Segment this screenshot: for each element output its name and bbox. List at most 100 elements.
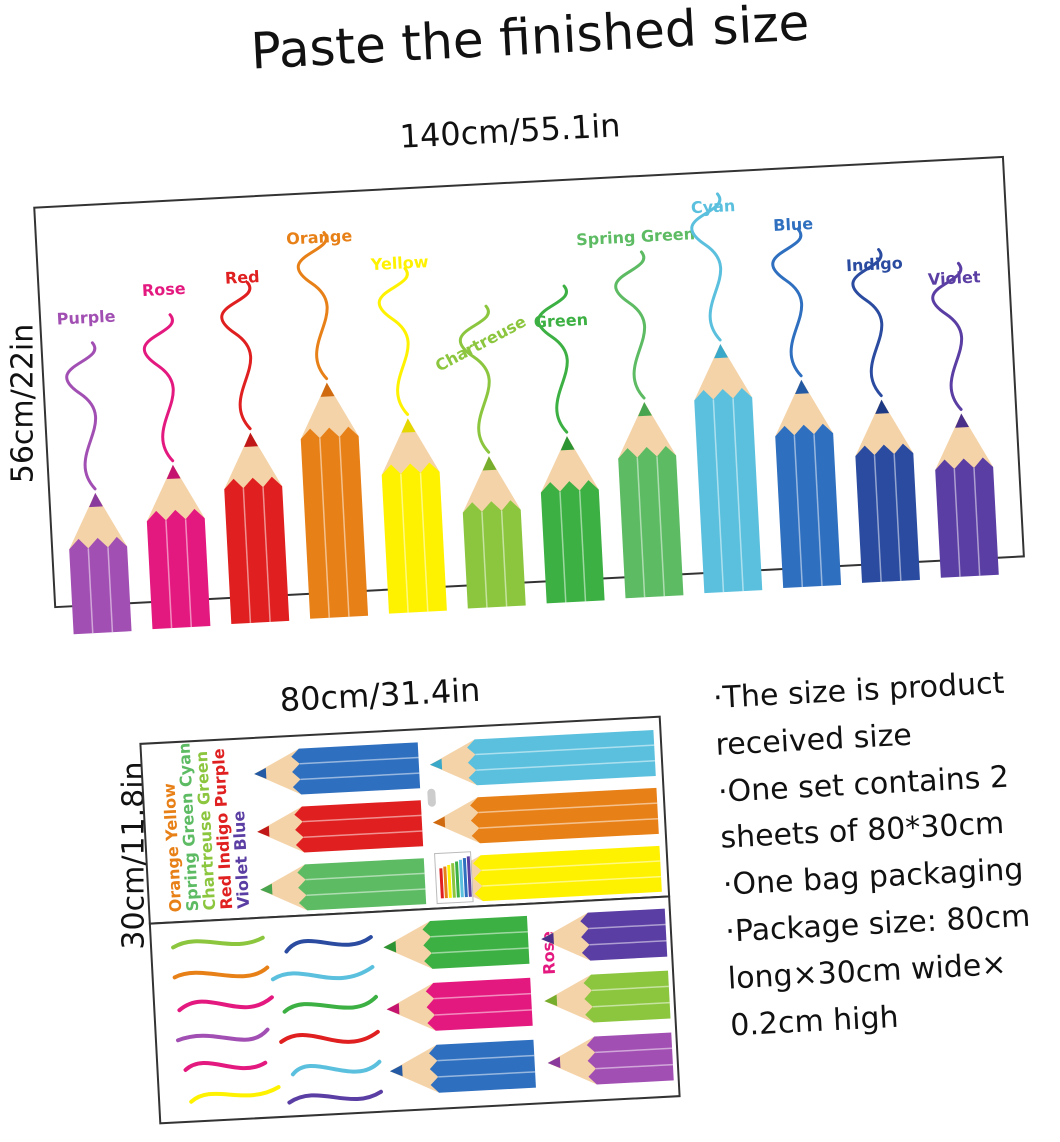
pencil-stripe bbox=[338, 437, 350, 617]
pencil-wood bbox=[146, 464, 205, 522]
pencil-stripe bbox=[107, 547, 114, 633]
pencil-stripe bbox=[481, 511, 488, 608]
pencil-squiggle bbox=[377, 266, 410, 416]
pencil bbox=[65, 341, 132, 635]
squiggle-stroke bbox=[290, 1059, 382, 1077]
pencil-stripe bbox=[478, 802, 658, 814]
pencil-stripe bbox=[419, 472, 429, 612]
pencil-stripe bbox=[431, 947, 529, 954]
pencil-squiggle bbox=[536, 284, 569, 434]
pencil-body bbox=[473, 845, 662, 902]
pencil-wood bbox=[541, 912, 591, 961]
pencil-stripe bbox=[262, 487, 271, 622]
pencil-tip bbox=[714, 343, 729, 359]
pencil bbox=[458, 304, 526, 609]
pencil-stripe bbox=[319, 438, 331, 618]
pencil-stripe bbox=[636, 457, 646, 598]
pencil-body bbox=[224, 476, 290, 624]
pencil-stripe bbox=[793, 435, 804, 588]
pencil-stripe bbox=[893, 454, 902, 581]
pencil-stripe bbox=[592, 1001, 670, 1008]
pencil-wood bbox=[429, 739, 478, 786]
pencil-wood bbox=[381, 418, 440, 475]
pencil-squiggle bbox=[458, 304, 491, 454]
pencil-body bbox=[422, 915, 530, 969]
pencil-tip bbox=[260, 883, 273, 895]
pencil-wood bbox=[386, 982, 436, 1031]
pencil-wood bbox=[462, 456, 521, 513]
pencil bbox=[536, 284, 605, 604]
pencil-wood bbox=[694, 343, 753, 401]
pencil-squiggle bbox=[296, 231, 329, 381]
pencil-tip bbox=[429, 758, 443, 770]
pencil bbox=[690, 192, 763, 594]
pencil-body bbox=[291, 742, 421, 795]
squiggle-stroke bbox=[183, 1060, 268, 1072]
pencil-color-label: Blue bbox=[773, 214, 814, 235]
squiggle-stroke bbox=[287, 1089, 383, 1105]
pencil-color-label: Yellow bbox=[369, 252, 429, 274]
pencil bbox=[614, 250, 684, 599]
pencil-tip bbox=[547, 1056, 561, 1069]
pencil-stripe bbox=[300, 772, 420, 781]
pencil-color-label: Indigo bbox=[846, 253, 904, 275]
pencil-wood bbox=[855, 399, 914, 457]
pencil-wood bbox=[69, 492, 128, 550]
mini-preview-bar bbox=[462, 857, 468, 898]
pencil-body bbox=[425, 977, 533, 1031]
pencil-stripe bbox=[299, 756, 419, 765]
pencil bbox=[429, 730, 656, 786]
pencil bbox=[931, 261, 999, 578]
pencil-body bbox=[935, 457, 999, 578]
pencil-wood bbox=[257, 806, 305, 853]
pencil-stripe bbox=[438, 1071, 536, 1078]
pencil-wood bbox=[547, 1036, 597, 1085]
pencil-body bbox=[694, 387, 763, 594]
pencil-tip bbox=[257, 825, 270, 837]
pencil-wood bbox=[300, 382, 359, 440]
pencil-body bbox=[540, 480, 605, 604]
pencil-wood bbox=[432, 797, 481, 844]
pencil-tip bbox=[389, 1064, 403, 1077]
pencil-color-label: Purple bbox=[56, 307, 116, 329]
pencil bbox=[771, 228, 842, 589]
pencil-body bbox=[583, 970, 671, 1023]
pencil-stripe bbox=[595, 1047, 673, 1054]
mini-preview-bar bbox=[455, 861, 460, 898]
pencil-stripe bbox=[434, 1009, 532, 1016]
pencil-wood bbox=[383, 920, 433, 969]
pencil bbox=[220, 281, 290, 624]
pencil-wood bbox=[618, 402, 677, 459]
pencil-body bbox=[855, 443, 920, 583]
pencil-stripe bbox=[437, 1054, 535, 1062]
pencil-stripe bbox=[479, 817, 659, 829]
pencil-body bbox=[146, 508, 211, 630]
pencil-tip bbox=[166, 464, 181, 480]
pencil-tip bbox=[482, 456, 497, 471]
pencil-stripe bbox=[595, 1063, 673, 1070]
squiggle-stroke bbox=[171, 935, 265, 950]
mini-preview-bar bbox=[439, 868, 444, 899]
pencil bbox=[544, 970, 671, 1023]
squiggle-stroke bbox=[177, 995, 274, 1013]
pencil-stripe bbox=[656, 456, 666, 597]
pencil-stripe bbox=[482, 875, 662, 887]
pencil-tip bbox=[955, 413, 969, 428]
pencil-stripe bbox=[591, 985, 669, 992]
mini-preview-bar bbox=[447, 864, 452, 898]
pencil bbox=[383, 915, 530, 969]
pencil bbox=[260, 858, 427, 911]
pencil-stripe bbox=[184, 519, 193, 628]
pencil-stripe bbox=[481, 860, 661, 872]
mini-preview-bar bbox=[451, 863, 456, 898]
pencil-squiggle bbox=[142, 313, 175, 463]
pencil-body bbox=[470, 787, 659, 844]
pencil-body bbox=[294, 800, 424, 853]
bottom-pencil-group bbox=[254, 730, 674, 1093]
pencil-wood bbox=[260, 864, 308, 911]
squiggle-stroke bbox=[175, 1027, 270, 1043]
pencil bbox=[296, 231, 369, 619]
pencil-tip bbox=[89, 492, 103, 508]
